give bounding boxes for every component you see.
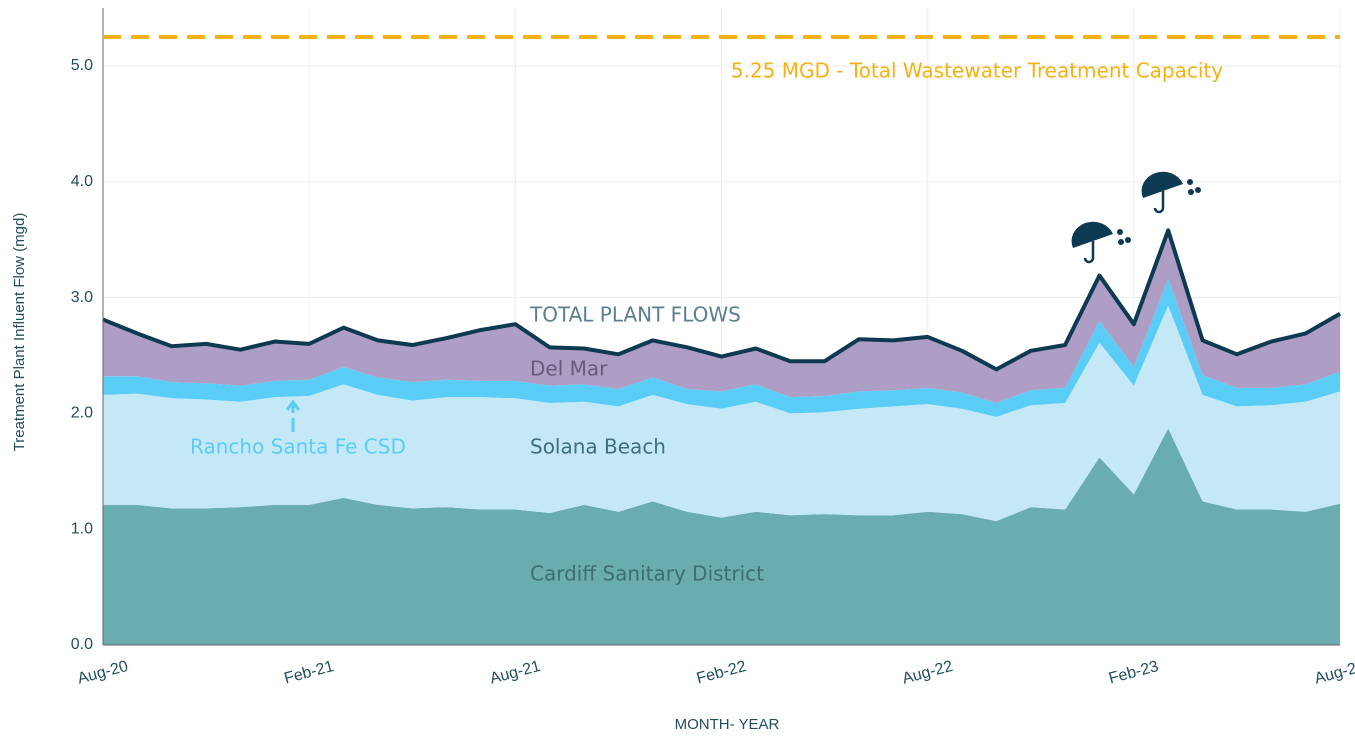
y-axis-title: Treatment Plant Influent Flow (mgd)	[11, 213, 28, 452]
series-label: Del Mar	[530, 357, 608, 381]
x-tick-label: Aug-23	[1313, 658, 1355, 688]
series-label: Rancho Santa Fe CSD	[190, 435, 406, 459]
x-tick-label: Feb-23	[1107, 658, 1160, 688]
x-tick-label: Aug-22	[900, 658, 954, 688]
area	[103, 230, 1340, 403]
series-label: Cardiff Sanitary District	[530, 562, 764, 586]
y-tick-label: 3.0	[71, 289, 93, 306]
y-tick-label: 4.0	[71, 173, 93, 190]
area	[103, 305, 1340, 522]
x-tick-label: Feb-22	[695, 658, 748, 688]
y-tick-label: 2.0	[71, 405, 93, 422]
total-line	[102, 228, 1341, 372]
y-tick-label: 5.0	[71, 57, 93, 74]
total-label: TOTAL PLANT FLOWS	[529, 303, 741, 327]
area	[103, 428, 1340, 645]
x-axis-title: MONTH- YEAR	[675, 716, 780, 733]
plot: 0.0 1.0 2.0 3.0 4.0 5.0 Aug-20 Feb-21 Aug-21 Feb-…	[71, 8, 1355, 688]
x-tick-label: Aug-21	[488, 658, 542, 688]
series-label: Solana Beach	[530, 435, 666, 459]
area	[103, 279, 1340, 417]
rain-icon	[1071, 171, 1201, 264]
rsf-arrow	[285, 399, 301, 432]
y-tick-label: 0.0	[71, 636, 93, 653]
y-tick-label: 1.0	[71, 520, 93, 537]
reference-label: 5.25 MGD - Total Wastewater Treatment Ca…	[731, 59, 1223, 83]
x-tick-label: Feb-21	[282, 658, 335, 688]
x-tick-label: Aug-20	[76, 658, 130, 688]
